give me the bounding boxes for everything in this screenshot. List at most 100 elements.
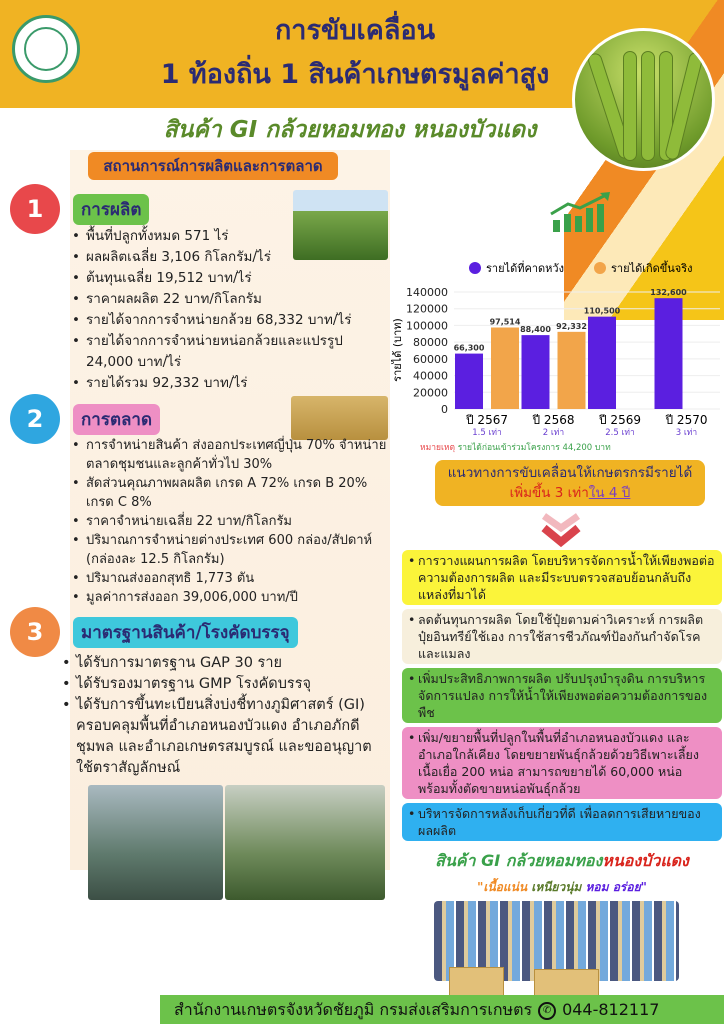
y-tick-label: 20000	[413, 386, 448, 399]
y-tick-label: 140000	[406, 286, 448, 299]
bar	[588, 316, 616, 409]
guide-line-1: แนวทางการขับเคลื่อนให้เกษตรกรมีรายได้	[447, 465, 693, 481]
list-item: มูลค่าการส่งออก 39,006,000 บาท/ปี	[70, 588, 388, 607]
footer-org: สำนักงานเกษตรจังหวัดชัยภูมิ กรมส่งเสริมก…	[174, 1000, 533, 1019]
guide-line-2b: ใน 4 ปี	[588, 485, 631, 501]
x-tick-sublabel: 2 เท่า	[543, 428, 564, 438]
legend-label: รายได้เกิดขึ้นจริง	[611, 260, 693, 275]
y-tick-label: 100000	[406, 319, 448, 332]
chevron-down-icon	[541, 513, 581, 548]
strategy-item: เพิ่มประสิทธิภาพการผลิต ปรับปรุงบำรุงดิน…	[402, 668, 722, 723]
guide-banner: แนวทางการขับเคลื่อนให้เกษตรกรมีรายได้ เพ…	[435, 460, 705, 506]
list-item: ต้นทุนเฉลี่ย 19,512 บาท/ไร่	[70, 268, 388, 289]
strategy-item: เพิ่ม/ขยายพื้นที่ปลูกในพื้นที่อำเภอหนองบ…	[402, 727, 722, 799]
data-label: 92,332	[556, 322, 587, 331]
footer-bar: สำนักงานเกษตรจังหวัดชัยภูมิ กรมส่งเสริมก…	[160, 995, 724, 1024]
bar	[654, 298, 683, 409]
section-standards: 3 มาตรฐานสินค้า/โรงคัดบรรจุ ได้รับการมาต…	[10, 607, 388, 779]
slogan-b: เหนียวนุ่ม	[531, 880, 582, 894]
right-column: การวางแผนการผลิต โดยบริหารจัดการน้ำให้เพ…	[402, 550, 722, 1001]
footer-phone: 044-812117	[562, 1000, 660, 1019]
promo-title-a: สินค้า GI กล้วยหอมทอง	[435, 851, 603, 870]
strategy-item: การวางแผนการผลิต โดยบริหารจัดการน้ำให้เพ…	[402, 550, 722, 605]
list-item: สัดส่วนคุณภาพผลผลิต เกรด A 72% เกรด B 20…	[70, 474, 388, 512]
list-item: ผลผลิตเฉลี่ย 3,106 กิโลกรัม/ไร่	[70, 247, 388, 268]
legend-marker	[469, 262, 481, 274]
list-item: รายได้จากการจำหน่ายกล้วย 68,332 บาท/ไร่	[70, 310, 388, 331]
list-item: พื้นที่ปลูกทั้งหมด 571 ไร่	[70, 226, 388, 247]
chart-note: หมายเหตุ รายได้ก่อนเข้าร่วมโครงการ 44,20…	[420, 442, 611, 453]
data-label: 110,500	[584, 307, 621, 316]
strategy-item: ลดต้นทุนการผลิต โดยใช้ปุ๋ยตามค่าวิเคราะห…	[402, 609, 722, 664]
section-1-title: การผลิต	[73, 193, 150, 225]
x-tick-sublabel: 3 เท่า	[676, 428, 697, 438]
slogan-a: "เนื้อแน่น	[477, 880, 528, 894]
y-tick-label: 40000	[413, 370, 448, 383]
data-label: 132,600	[650, 288, 687, 297]
section-2-number: 2	[10, 394, 60, 444]
packing-photo-2	[225, 785, 385, 900]
list-item: การจำหน่ายสินค้า ส่งออกประเทศญี่ปุ่น 70%…	[70, 436, 388, 474]
situation-label: สถานการณ์การผลิตและการตลาด	[88, 152, 338, 180]
section-marketing: 2 การตลาด การจำหน่ายสินค้า ส่งออกประเทศญ…	[10, 394, 388, 607]
section-1-number: 1	[10, 184, 60, 234]
y-tick-label: 120000	[406, 303, 448, 316]
section-3-list: ได้รับการมาตรฐาน GAP 30 ราย ได้รับรองมาต…	[60, 653, 388, 779]
bar	[455, 353, 483, 409]
promo-title-b: หนองบัวแดง	[602, 851, 689, 870]
packing-photos	[88, 785, 388, 900]
data-label: 66,300	[454, 344, 485, 353]
x-tick-sublabel: 2.5 เท่า	[605, 428, 635, 438]
income-bar-chart: 0 20000 40000 60000 80000 100000 120000 140000 ร…	[391, 260, 720, 453]
guide-line-2a: เพิ่มขึ้น 3 เท่า	[509, 485, 589, 501]
packing-photo-1	[88, 785, 223, 900]
bar	[491, 327, 519, 409]
x-tick-label: ปี 2569	[598, 413, 641, 427]
y-axis-label: รายได้ (บาท)	[391, 318, 404, 382]
legend-label: รายได้ที่คาดหวัง	[486, 260, 564, 275]
list-item: รายได้จากการจำหน่ายหน่อกล้วยและแปรรูป 24…	[70, 331, 388, 373]
section-2-title: การตลาด	[73, 403, 161, 435]
x-tick-label: ปี 2568	[532, 413, 575, 427]
strategy-item: บริหารจัดการหลังเก็บเกี่ยวที่ดี เพื่อลดก…	[402, 803, 722, 841]
growth-chart-icon	[550, 192, 610, 232]
left-column: 1 การผลิต พื้นที่ปลูกทั้งหมด 571 ไร่ ผลผ…	[10, 184, 388, 900]
section-3-number: 3	[10, 607, 60, 657]
data-label: 88,400	[520, 325, 551, 334]
y-tick-label: 60000	[413, 353, 448, 366]
list-item: ราคาผลผลิต 22 บาท/กิโลกรัม	[70, 289, 388, 310]
section-1-list: พื้นที่ปลูกทั้งหมด 571 ไร่ ผลผลิตเฉลี่ย …	[70, 226, 388, 394]
list-item: ปริมาณส่งออกสุทธิ 1,773 ตัน	[70, 569, 388, 588]
bar	[557, 331, 586, 409]
promo-title: สินค้า GI กล้วยหอมทองหนองบัวแดง	[402, 849, 722, 874]
list-item: ได้รับการมาตรฐาน GAP 30 ราย	[60, 653, 388, 674]
section-2-list: การจำหน่ายสินค้า ส่งออกประเทศญี่ปุ่น 70%…	[70, 436, 388, 607]
section-production: 1 การผลิต พื้นที่ปลูกทั้งหมด 571 ไร่ ผลผ…	[10, 184, 388, 394]
section-3-title: มาตรฐานสินค้า/โรงคัดบรรจุ	[73, 616, 298, 648]
banana-boxes-photo	[291, 396, 388, 440]
agency-logo	[12, 15, 80, 83]
x-tick-sublabel: 1.5 เท่า	[472, 428, 502, 438]
box-image	[449, 967, 504, 997]
title-line-1: การขับเคลื่อน	[274, 15, 436, 46]
promo-slogan: "เนื้อแน่น เหนียวนุ่ม หอม อร่อย"	[402, 878, 722, 897]
phone-icon: ✆	[538, 1001, 557, 1020]
list-item: ปริมาณการจำหน่ายต่างประเทศ 600 กล่อง/สัป…	[70, 531, 388, 569]
title-line-2: 1 ท้องถิ่น 1 สินค้าเกษตรมูลค่าสูง	[160, 59, 550, 90]
x-tick-label: ปี 2567	[465, 413, 508, 427]
list-item: ได้รับการขึ้นทะเบียนสิ่งบ่งชี้ทางภูมิศาส…	[60, 695, 388, 779]
list-item: รายได้รวม 92,332 บาท/ไร่	[70, 373, 388, 394]
slogan-c: หอม อร่อย"	[585, 880, 647, 894]
banana-photo	[572, 28, 715, 171]
list-item: ได้รับรองมาตรฐาน GMP โรงคัดบรรจุ	[60, 674, 388, 695]
data-label: 97,514	[490, 318, 521, 327]
subtitle: สินค้า GI กล้วยหอมทอง หนองบัวแดง	[163, 117, 537, 143]
legend-marker	[594, 262, 606, 274]
farmers-photo-area	[422, 901, 702, 1001]
bar	[521, 335, 550, 409]
box-image	[534, 969, 599, 999]
y-tick-label: 80000	[413, 336, 448, 349]
y-tick-label: 0	[441, 403, 448, 416]
list-item: ราคาจำหน่ายเฉลี่ย 22 บาท/กิโลกรัม	[70, 512, 388, 531]
x-tick-label: ปี 2570	[665, 413, 708, 427]
